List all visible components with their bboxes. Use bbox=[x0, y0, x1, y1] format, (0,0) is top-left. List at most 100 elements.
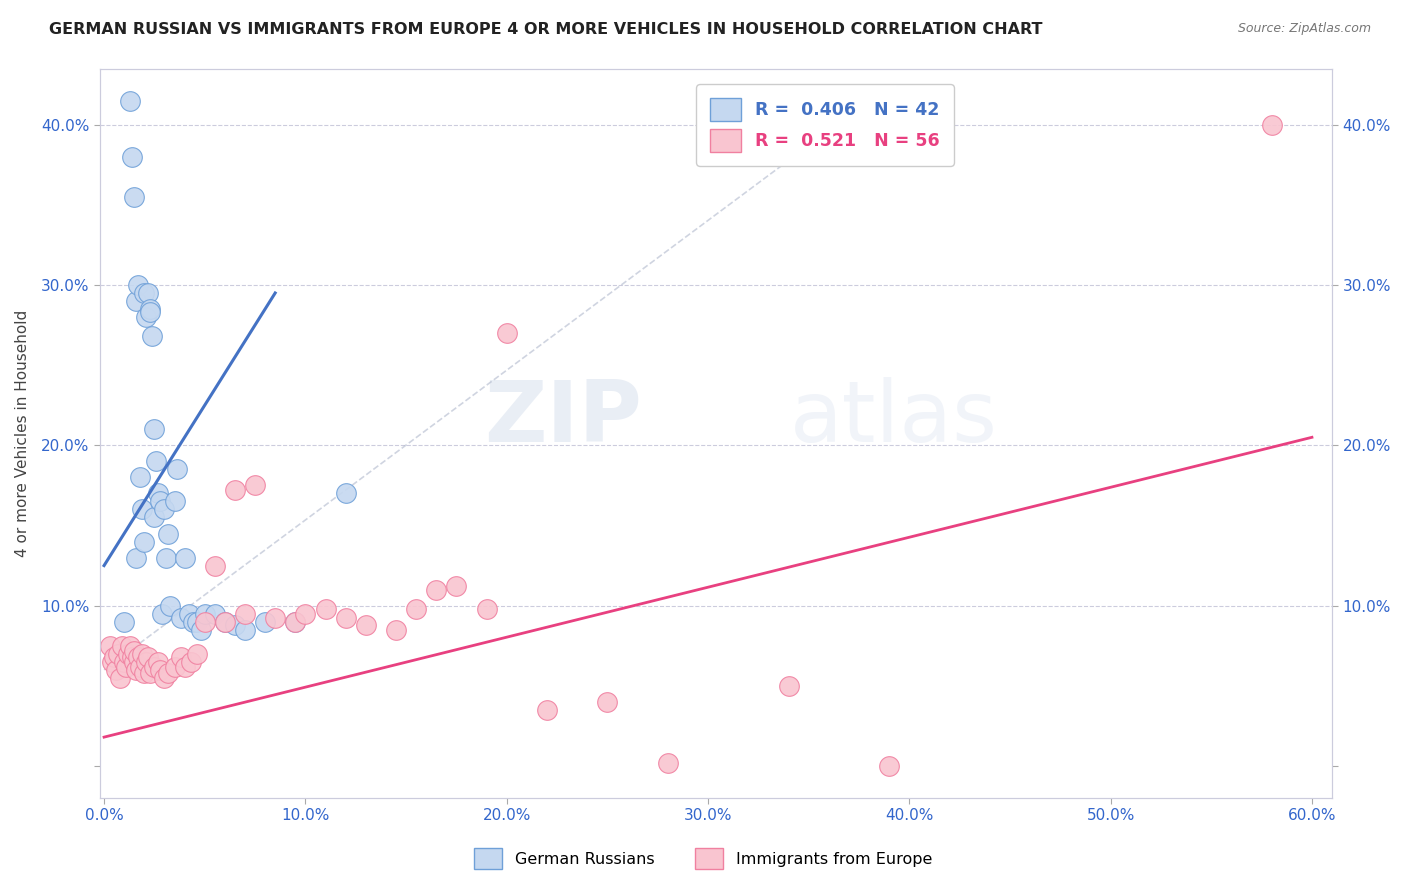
Point bbox=[143, 510, 166, 524]
Point bbox=[294, 607, 316, 621]
Point bbox=[475, 602, 498, 616]
Point bbox=[194, 607, 217, 621]
Point bbox=[264, 611, 287, 625]
Point bbox=[194, 615, 217, 629]
Point bbox=[131, 502, 153, 516]
Point bbox=[139, 665, 162, 680]
Point bbox=[214, 615, 236, 629]
Point bbox=[243, 478, 266, 492]
Point bbox=[204, 558, 226, 573]
Y-axis label: 4 or more Vehicles in Household: 4 or more Vehicles in Household bbox=[15, 310, 30, 557]
Point bbox=[112, 615, 135, 629]
Point bbox=[425, 582, 447, 597]
Point bbox=[98, 639, 121, 653]
Point bbox=[157, 526, 180, 541]
Point bbox=[111, 639, 134, 653]
Point bbox=[120, 639, 142, 653]
Point bbox=[139, 301, 162, 316]
Point bbox=[284, 615, 307, 629]
Legend: German Russians, Immigrants from Europe: German Russians, Immigrants from Europe bbox=[467, 842, 939, 875]
Point bbox=[657, 756, 679, 770]
Text: Source: ZipAtlas.com: Source: ZipAtlas.com bbox=[1237, 22, 1371, 36]
Point bbox=[153, 671, 176, 685]
Text: ZIP: ZIP bbox=[485, 377, 643, 460]
Point bbox=[134, 285, 156, 300]
Point bbox=[157, 665, 180, 680]
Point bbox=[186, 615, 208, 629]
Point bbox=[186, 647, 208, 661]
Point bbox=[139, 305, 162, 319]
Point bbox=[105, 663, 128, 677]
Point bbox=[446, 579, 468, 593]
Point bbox=[177, 607, 200, 621]
Point bbox=[131, 647, 153, 661]
Point bbox=[495, 326, 517, 340]
Point bbox=[233, 623, 256, 637]
Text: atlas: atlas bbox=[790, 377, 998, 460]
Point bbox=[335, 611, 357, 625]
Point bbox=[536, 703, 558, 717]
Point bbox=[127, 277, 149, 292]
Point bbox=[335, 486, 357, 500]
Point bbox=[138, 650, 160, 665]
Point bbox=[135, 310, 157, 324]
Point bbox=[877, 759, 900, 773]
Point bbox=[134, 534, 156, 549]
Point bbox=[224, 483, 246, 498]
Point bbox=[204, 607, 226, 621]
Text: GERMAN RUSSIAN VS IMMIGRANTS FROM EUROPE 4 OR MORE VEHICLES IN HOUSEHOLD CORRELA: GERMAN RUSSIAN VS IMMIGRANTS FROM EUROPE… bbox=[49, 22, 1043, 37]
Point bbox=[315, 602, 337, 616]
Point bbox=[120, 94, 142, 108]
Point bbox=[254, 615, 277, 629]
Point bbox=[107, 647, 129, 661]
Point bbox=[596, 695, 619, 709]
Point bbox=[190, 623, 212, 637]
Point bbox=[101, 655, 124, 669]
Point bbox=[153, 502, 176, 516]
Point bbox=[152, 607, 174, 621]
Point bbox=[127, 650, 149, 665]
Point bbox=[122, 655, 145, 669]
Point bbox=[148, 655, 170, 669]
Point bbox=[112, 655, 135, 669]
Point bbox=[385, 623, 408, 637]
Point bbox=[129, 659, 152, 673]
Point bbox=[122, 643, 145, 657]
Point bbox=[173, 550, 195, 565]
Point bbox=[122, 190, 145, 204]
Point bbox=[143, 422, 166, 436]
Point bbox=[163, 659, 186, 673]
Point bbox=[117, 647, 139, 661]
Point bbox=[149, 663, 172, 677]
Point bbox=[148, 486, 170, 500]
Point bbox=[115, 659, 138, 673]
Point bbox=[103, 650, 125, 665]
Point bbox=[181, 615, 204, 629]
Point bbox=[125, 663, 148, 677]
Point bbox=[135, 655, 157, 669]
Point bbox=[1260, 118, 1282, 132]
Point bbox=[141, 329, 163, 343]
Point bbox=[169, 650, 191, 665]
Point bbox=[173, 659, 195, 673]
Point bbox=[405, 602, 427, 616]
Point bbox=[138, 285, 160, 300]
Point bbox=[125, 550, 148, 565]
Point bbox=[121, 650, 143, 665]
Legend: R =  0.406   N = 42, R =  0.521   N = 56: R = 0.406 N = 42, R = 0.521 N = 56 bbox=[696, 85, 953, 166]
Point bbox=[134, 665, 156, 680]
Point bbox=[143, 659, 166, 673]
Point bbox=[125, 293, 148, 308]
Point bbox=[180, 655, 202, 669]
Point bbox=[214, 615, 236, 629]
Point bbox=[224, 618, 246, 632]
Point bbox=[166, 462, 188, 476]
Point bbox=[159, 599, 181, 613]
Point bbox=[284, 615, 307, 629]
Point bbox=[163, 494, 186, 508]
Point bbox=[129, 470, 152, 484]
Point bbox=[108, 671, 131, 685]
Point bbox=[169, 611, 191, 625]
Point bbox=[149, 494, 172, 508]
Point bbox=[155, 550, 177, 565]
